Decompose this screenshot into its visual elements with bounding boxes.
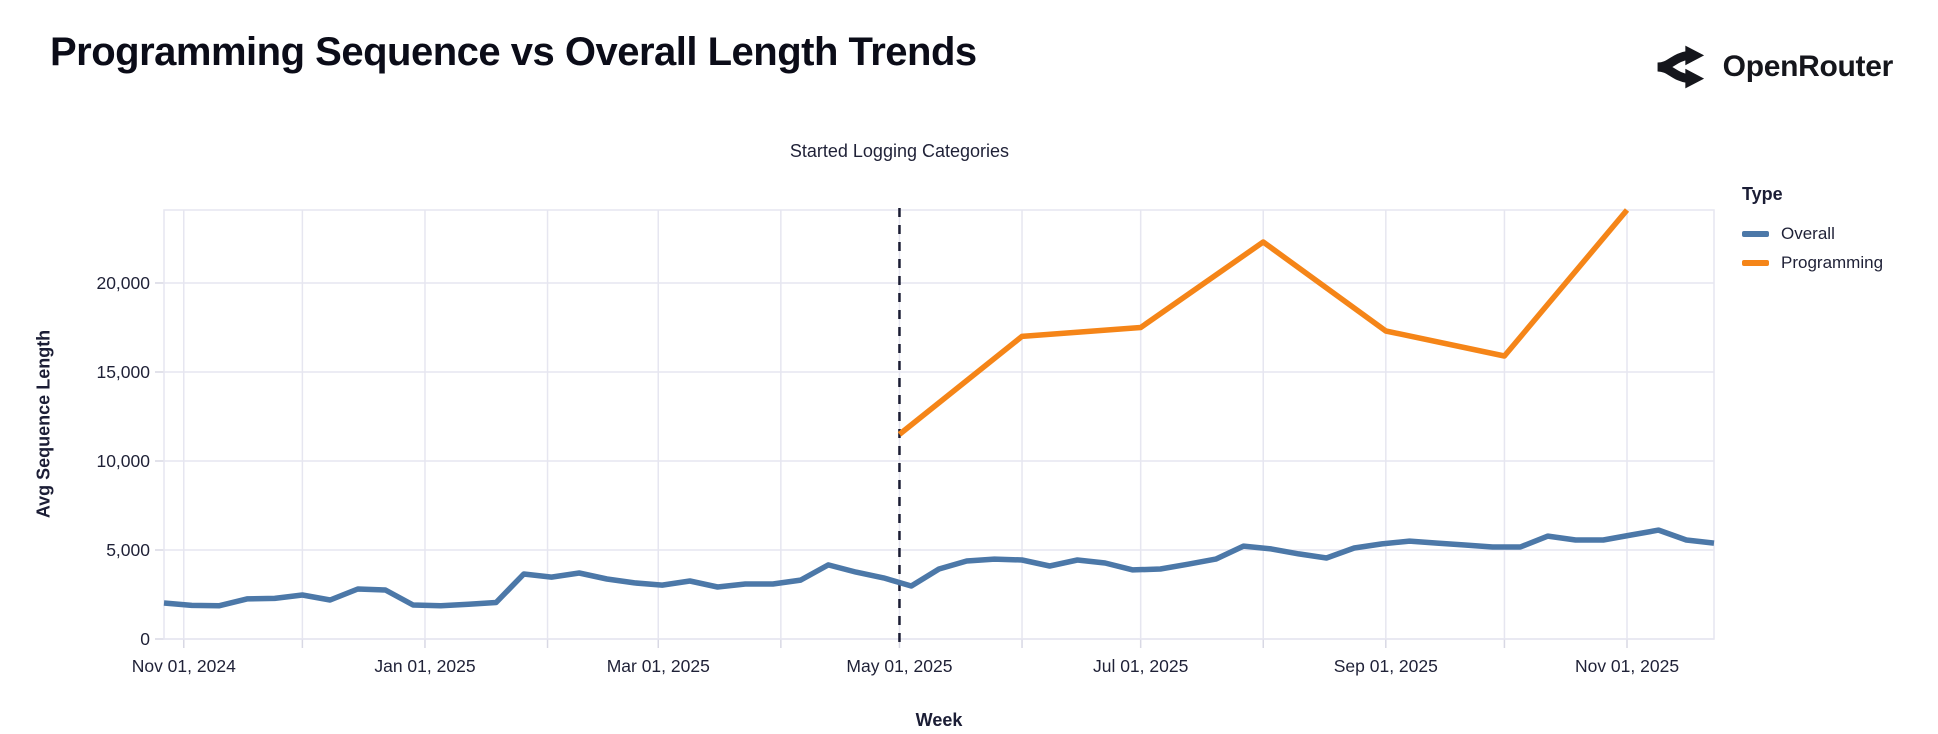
legend-title: Type bbox=[1742, 184, 1783, 204]
legend: Type Overall Programming bbox=[1742, 184, 1883, 277]
x-tick-label: May 01, 2025 bbox=[846, 656, 952, 676]
x-tick-label: Jul 01, 2025 bbox=[1093, 656, 1188, 676]
series-line-programming bbox=[897, 208, 1630, 437]
x-tick-label: Nov 01, 2024 bbox=[132, 656, 236, 676]
legend-swatch bbox=[1742, 230, 1769, 237]
y-tick-label: 0 bbox=[140, 629, 150, 649]
openrouter-logo-icon bbox=[1656, 45, 1704, 89]
y-axis-title: Avg Sequence Length bbox=[33, 329, 54, 519]
x-tick-label: Jan 01, 2025 bbox=[374, 656, 475, 676]
brand: OpenRouter bbox=[1651, 42, 1893, 92]
x-tick-label: Nov 01, 2025 bbox=[1575, 656, 1679, 676]
x-tick-label: Mar 01, 2025 bbox=[607, 656, 710, 676]
legend-swatch bbox=[1742, 259, 1769, 266]
x-axis-title: Week bbox=[915, 710, 963, 730]
y-tick-label: 15,000 bbox=[96, 362, 150, 382]
x-tick-label: Sep 01, 2025 bbox=[1334, 656, 1438, 676]
annotation-label: Started Logging Categories bbox=[789, 141, 1010, 161]
y-tick-label: 5,000 bbox=[106, 540, 150, 560]
y-tick-label: 10,000 bbox=[96, 451, 150, 471]
plot-border bbox=[163, 209, 1715, 640]
brand-name: OpenRouter bbox=[1722, 50, 1894, 83]
legend-items: Overall Programming bbox=[1742, 219, 1883, 277]
series-line-overall bbox=[163, 527, 1715, 609]
legend-item-programming: Programming bbox=[1742, 248, 1883, 277]
page-title: Programming Sequence vs Overall Length T… bbox=[50, 30, 977, 74]
legend-item-overall: Overall bbox=[1742, 219, 1883, 248]
legend-item-label: Overall bbox=[1781, 223, 1835, 243]
y-tick-label: 20,000 bbox=[96, 273, 150, 293]
legend-item-label: Programming bbox=[1781, 252, 1884, 272]
